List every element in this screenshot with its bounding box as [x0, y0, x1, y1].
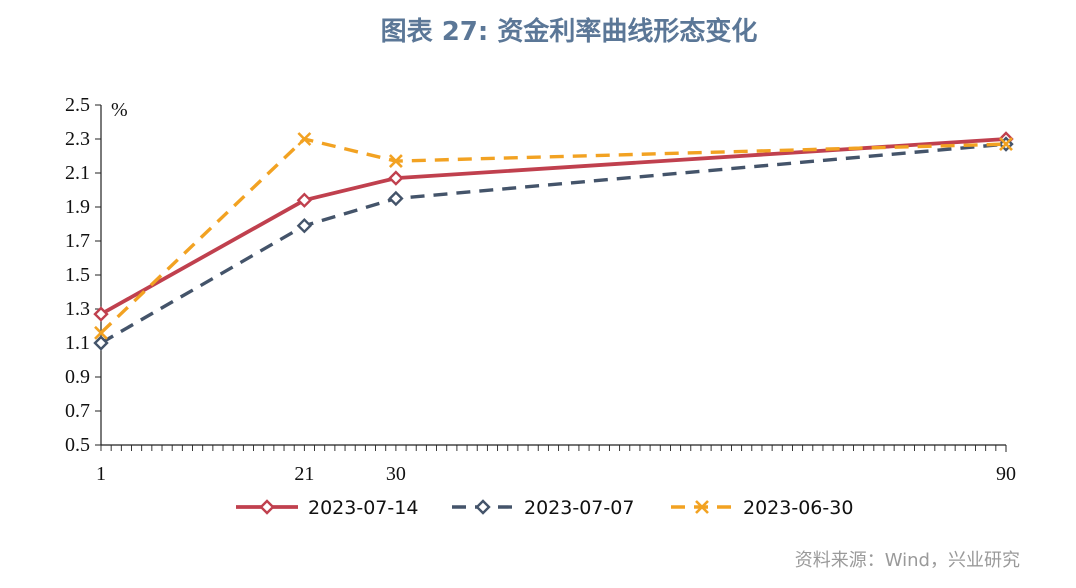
source-note: 资料来源：Wind，兴业研究: [795, 550, 1020, 571]
series-line: [99, 137, 1007, 335]
data-point-stroke: [999, 137, 1013, 152]
y-tick-label: 2.3: [65, 128, 90, 150]
y-tick-label: 1.3: [65, 298, 90, 320]
y-tick-labels: 0.5 0.7 0.9 1.1 1.3 1.5 1.7 1.9 2.1 2.3 2.5: [65, 94, 90, 456]
y-tick-label: 1.9: [65, 196, 90, 218]
legend-item-2: 2023-06-30: [671, 497, 853, 519]
data-point: [296, 192, 313, 208]
data-point: [695, 500, 709, 514]
data-point: [93, 335, 109, 351]
series-layer: [93, 131, 1014, 351]
series-line: [100, 137, 1007, 316]
data-point: [388, 170, 404, 186]
data-point-stroke: [388, 154, 403, 169]
series-line: [100, 142, 1007, 345]
y-unit-label: %: [111, 99, 128, 121]
axes: [95, 104, 1007, 452]
data-point: [94, 325, 108, 340]
data-point: [297, 132, 312, 146]
y-tick-label: 0.9: [65, 366, 90, 388]
series-0: [93, 131, 1014, 322]
x-tick-label: 90: [996, 463, 1016, 485]
data-point: [296, 218, 313, 234]
y-tick-label: 1.1: [65, 332, 90, 354]
x-tick-label: 1: [96, 463, 106, 485]
data-point: [475, 499, 491, 515]
y-tick-label: 1.5: [65, 264, 90, 286]
x-tick-labels: 1 21 30 90: [96, 463, 1016, 485]
legend-label: 2023-06-30: [743, 497, 853, 519]
y-tick-label: 0.5: [65, 434, 90, 456]
data-point-stroke: [695, 500, 709, 514]
x-tick-label: 21: [294, 463, 314, 485]
legend-label: 2023-07-07: [524, 497, 634, 519]
data-point: [999, 137, 1013, 152]
series-2: [94, 132, 1013, 340]
data-point-stroke: [94, 325, 108, 340]
data-point: [259, 499, 275, 515]
legend-label: 2023-07-14: [308, 497, 418, 519]
legend-item-1: 2023-07-07: [452, 497, 634, 519]
y-tick-label: 0.7: [65, 400, 90, 422]
series-1: [93, 136, 1014, 351]
x-tick-label: 30: [386, 463, 406, 485]
y-tick-label: 1.7: [65, 230, 90, 252]
legend-item-0: 2023-07-14: [236, 497, 418, 519]
data-point: [388, 154, 403, 169]
y-tick-label: 2.1: [65, 162, 90, 184]
data-point: [388, 190, 404, 207]
data-point-stroke: [297, 132, 312, 146]
chart-title: 图表 27: 资金利率曲线形态变化: [381, 16, 758, 47]
legend: 2023-07-14 2023-07-07 2023-06-30: [236, 497, 853, 519]
data-point: [93, 306, 109, 322]
y-tick-label: 2.5: [65, 94, 90, 116]
